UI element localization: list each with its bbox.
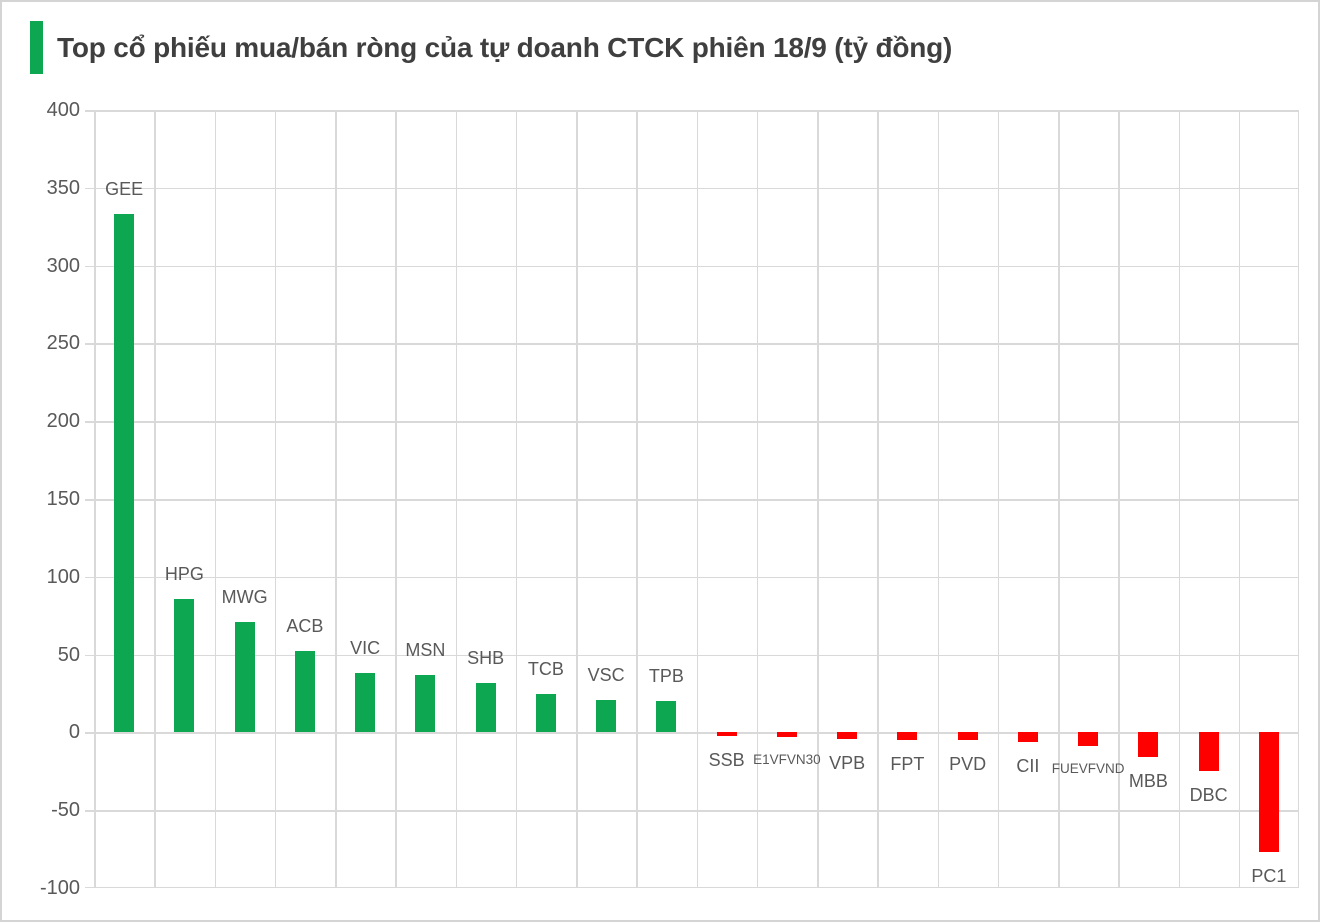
y-axis-label: 100 xyxy=(46,565,80,588)
category-label-SSB: SSB xyxy=(708,749,745,770)
y-axis-label: 50 xyxy=(57,643,80,666)
horizontal-gridline xyxy=(94,732,1299,734)
y-axis-tick xyxy=(85,810,94,812)
y-axis-tick xyxy=(85,732,94,734)
y-axis-tick xyxy=(85,187,94,190)
y-axis-tick xyxy=(85,421,94,423)
horizontal-gridline xyxy=(94,265,1299,268)
y-axis-tick xyxy=(85,654,94,657)
bar-HPG xyxy=(174,598,195,733)
bar-SHB xyxy=(475,682,496,733)
horizontal-gridline xyxy=(94,421,1299,423)
category-label-GEE: GEE xyxy=(105,179,144,200)
y-axis-label: 250 xyxy=(46,332,80,355)
category-label-MSN: MSN xyxy=(405,639,446,660)
category-label-VIC: VIC xyxy=(350,638,381,659)
category-label-PVD: PVD xyxy=(949,754,987,775)
chart-title: Top cổ phiếu mua/bán ròng của tự doanh C… xyxy=(57,31,953,63)
y-axis-tick xyxy=(85,265,94,268)
bar-TPB xyxy=(656,701,677,733)
y-axis-label: 400 xyxy=(46,99,80,121)
horizontal-gridline xyxy=(94,886,1299,888)
bar-DBC xyxy=(1198,732,1219,772)
category-label-CII: CII xyxy=(1016,755,1040,776)
y-axis-label: 150 xyxy=(46,488,80,510)
bar-PVD xyxy=(957,732,978,741)
bar-E1VFVN30 xyxy=(776,732,797,738)
title-accent-bar xyxy=(30,21,43,74)
y-axis-label: -100 xyxy=(39,877,80,899)
bar-MBB xyxy=(1138,732,1159,758)
horizontal-gridline xyxy=(94,810,1299,812)
category-label-TPB: TPB xyxy=(648,666,684,687)
category-label-E1VFVN30: E1VFVN30 xyxy=(753,752,821,768)
bar-CII xyxy=(1017,732,1038,742)
y-axis-label: 200 xyxy=(46,410,80,433)
bar-SSB xyxy=(716,732,737,736)
category-label-TCB: TCB xyxy=(527,658,564,679)
bar-TCB xyxy=(535,693,556,733)
category-label-FUEVFVND: FUEVFVND xyxy=(1051,761,1125,777)
bar-FUEVFVND xyxy=(1078,732,1099,747)
category-label-MBB: MBB xyxy=(1128,771,1168,792)
y-axis-tick xyxy=(85,110,94,112)
category-label-FPT: FPT xyxy=(890,754,925,775)
category-label-SHB: SHB xyxy=(467,647,505,668)
bar-ACB xyxy=(294,651,315,733)
category-label-VPB: VPB xyxy=(829,752,866,773)
bar-PC1 xyxy=(1258,732,1279,853)
y-axis-label: 0 xyxy=(68,721,80,744)
bar-VIC xyxy=(355,673,376,733)
y-axis-label: 350 xyxy=(46,176,80,199)
horizontal-gridline xyxy=(94,654,1299,657)
bar-GEE xyxy=(114,214,135,733)
y-axis-tick xyxy=(85,343,94,345)
category-label-HPG: HPG xyxy=(164,563,204,584)
y-axis-tick xyxy=(85,576,94,579)
category-label-PC1: PC1 xyxy=(1251,866,1287,887)
horizontal-gridline xyxy=(94,576,1299,579)
bar-MSN xyxy=(415,674,436,733)
y-axis-label: -50 xyxy=(51,799,80,822)
y-axis-label: 300 xyxy=(46,254,80,277)
plot-area: 400 350 300 250 200 150 100 50 0 -50 -100 GEE HPG MWG… xyxy=(40,99,1299,899)
bar-MWG xyxy=(234,621,255,733)
horizontal-gridline xyxy=(94,110,1299,112)
category-label-DBC: DBC xyxy=(1189,785,1228,806)
category-label-MWG: MWG xyxy=(221,586,268,607)
horizontal-gridline xyxy=(94,499,1299,501)
horizontal-gridline xyxy=(94,343,1299,345)
bar-VSC xyxy=(596,699,617,733)
y-axis-tick xyxy=(85,886,94,888)
horizontal-gridline xyxy=(94,187,1299,190)
y-axis-tick xyxy=(85,499,94,501)
category-label-VSC: VSC xyxy=(587,664,625,685)
category-label-ACB: ACB xyxy=(286,616,324,637)
bar-FPT xyxy=(897,732,918,741)
bar-VPB xyxy=(837,732,858,739)
title-block: Top cổ phiếu mua/bán ròng của tự doanh C… xyxy=(30,21,952,74)
